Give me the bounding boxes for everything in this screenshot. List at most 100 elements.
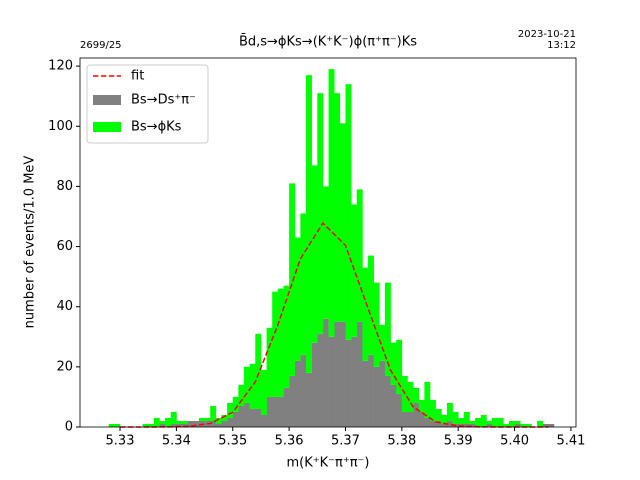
histogram-bar (215, 423, 222, 427)
histogram-bar (289, 183, 296, 376)
y-axis-label: number of events/1.0 MeV (23, 156, 38, 329)
histogram-bar (322, 186, 329, 319)
histogram-bar (244, 402, 250, 427)
histogram-bar (373, 282, 380, 367)
legend-label: Bs→Ds⁺π⁻ (131, 93, 196, 108)
histogram-bar (339, 321, 346, 427)
histogram-bar (339, 123, 346, 322)
legend-swatch (93, 122, 121, 132)
histogram-bar (469, 420, 476, 424)
histogram-bar (446, 420, 453, 427)
y-tick-label: 80 (56, 179, 73, 194)
histogram-bar (215, 417, 222, 424)
histogram-bar (283, 285, 290, 388)
histogram-bar (418, 411, 425, 427)
histogram-bar (418, 399, 425, 412)
histogram-bar (204, 417, 211, 421)
histogram-bar (249, 363, 256, 409)
histogram-bar (176, 420, 183, 424)
x-tick-label: 5.41 (556, 434, 585, 449)
histogram-bar (266, 396, 273, 427)
histogram-bar (514, 420, 521, 424)
y-tick-label: 0 (65, 420, 73, 435)
x-tick-label: 5.37 (331, 434, 360, 449)
histogram-bar (469, 423, 476, 427)
histogram-bar (153, 417, 160, 427)
y-tick-label: 100 (48, 119, 73, 134)
histogram-bar (351, 336, 358, 427)
histogram-bar (300, 354, 307, 427)
histogram-bar (379, 360, 386, 427)
histogram-bar (441, 423, 448, 427)
histogram-bar (430, 399, 436, 421)
histogram-bar (452, 411, 459, 424)
histogram-bar (413, 402, 420, 427)
histogram-bar (356, 321, 363, 427)
histogram-bar (159, 423, 166, 427)
histogram-bar (227, 402, 234, 418)
histogram-bar (486, 423, 493, 427)
histogram-bar (311, 342, 318, 427)
x-tick-label: 5.40 (500, 434, 529, 449)
histogram-bar (435, 420, 442, 427)
histogram-bar (480, 414, 487, 427)
histogram-bar (407, 381, 414, 412)
x-tick-label: 5.34 (162, 434, 191, 449)
histogram-bar (170, 411, 177, 424)
legend-label: Bs→ϕKs (131, 120, 182, 135)
x-tick-label: 5.39 (444, 434, 473, 449)
histogram-bar (210, 405, 217, 421)
histogram-bar (390, 384, 397, 427)
histogram-bar (322, 318, 329, 427)
histogram-bar (368, 255, 374, 355)
histogram-bar (294, 360, 301, 427)
histogram-bar (458, 417, 465, 424)
histogram-bar (351, 204, 358, 337)
histogram-bar (401, 411, 408, 427)
histogram-bar (424, 381, 431, 418)
histogram-bar (142, 423, 149, 427)
histogram-bar (114, 423, 121, 427)
histogram-bar (238, 384, 245, 406)
histogram-bar (182, 423, 188, 427)
histogram-bar (435, 408, 442, 421)
histogram-bar (170, 423, 177, 427)
x-tick-label: 5.35 (218, 434, 247, 449)
histogram-bar (283, 387, 290, 427)
histogram-bar (430, 420, 436, 427)
histogram-bar (232, 396, 239, 412)
histogram-bar (503, 423, 510, 427)
histogram-bar (193, 420, 200, 427)
histogram-bar (249, 408, 256, 427)
histogram-bar (424, 417, 431, 427)
histogram-bar (317, 333, 324, 427)
histogram-bar (373, 366, 380, 427)
histogram-bar (311, 165, 318, 343)
histogram-bar (108, 423, 115, 427)
histogram-bar (227, 417, 234, 427)
histogram-bar (413, 387, 420, 403)
histogram-bar (334, 321, 341, 427)
histogram-bar (198, 417, 205, 421)
chart-title: B̄d,s→ϕKs→(K⁺K⁻)ϕ(π⁺π⁻)Ks (239, 34, 417, 49)
legend-label: fit (131, 69, 144, 84)
histogram-bar (272, 291, 279, 397)
annotation: 13:12 (547, 40, 576, 51)
plot-frame (79, 57, 577, 428)
histogram-bar (328, 336, 335, 427)
annotation: 2699/25 (80, 40, 122, 51)
histogram-bar (165, 417, 172, 427)
histogram-bar (514, 423, 521, 427)
y-tick-label: 120 (48, 59, 73, 74)
histogram-bar (508, 420, 515, 427)
histogram-bar (221, 414, 228, 421)
histogram-bar (356, 189, 363, 322)
histogram-bar (396, 393, 403, 427)
histogram-bar (334, 93, 341, 322)
histogram-bar (492, 417, 498, 427)
histogram-bar (300, 213, 307, 355)
x-tick-label: 5.38 (387, 434, 416, 449)
histogram-bar (277, 288, 284, 397)
histogram-bar (463, 411, 470, 424)
